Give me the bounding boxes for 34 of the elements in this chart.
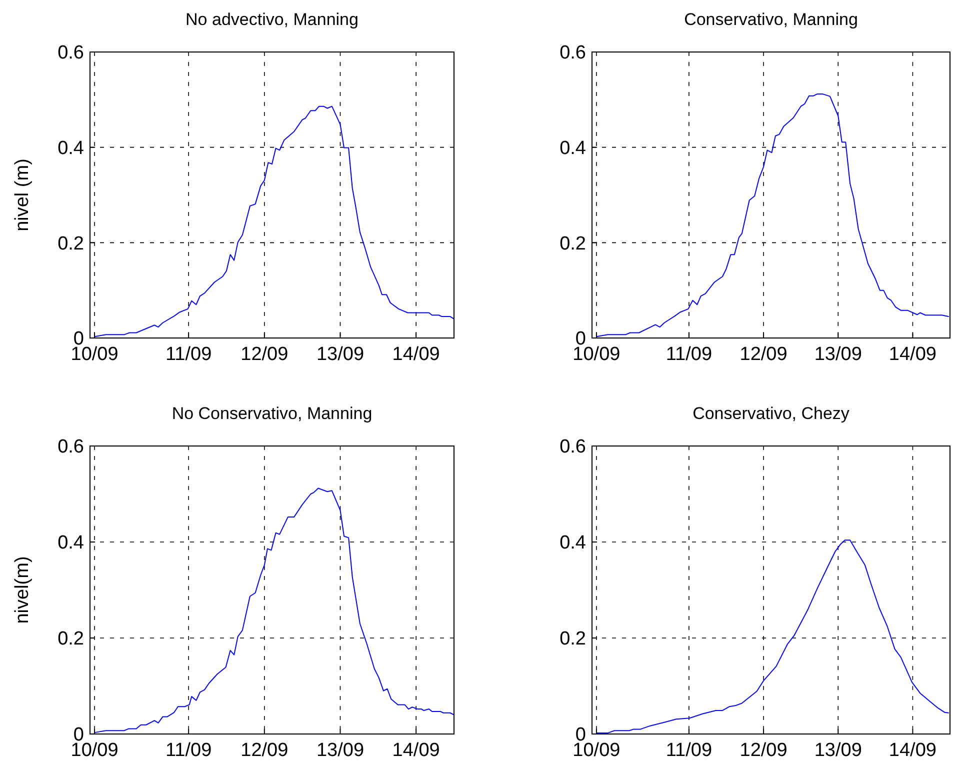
y-tick-label: 0.2 bbox=[560, 628, 586, 650]
y-tick-label: 0.6 bbox=[560, 436, 586, 458]
x-tick-label: 13/09 bbox=[814, 740, 862, 761]
x-tick-label: 13/09 bbox=[316, 344, 364, 365]
y-tick-label: 0.6 bbox=[58, 42, 84, 64]
x-tick-label: 13/09 bbox=[316, 740, 364, 761]
y-tick-label: 0.4 bbox=[58, 138, 84, 159]
x-tick-label: 11/09 bbox=[166, 344, 212, 365]
y-tick-label: 0.2 bbox=[560, 233, 586, 254]
y-axis-title: nivel (m) bbox=[12, 158, 33, 232]
y-tick-label: 0.6 bbox=[58, 436, 84, 458]
y-tick-label: 0.4 bbox=[560, 138, 586, 159]
x-tick-label: 14/09 bbox=[392, 740, 440, 761]
x-tick-label: 12/09 bbox=[240, 740, 288, 761]
x-tick-label: 11/09 bbox=[166, 740, 212, 761]
chart-title: No advectivo, Manning bbox=[186, 10, 358, 29]
x-tick-label: 11/09 bbox=[666, 344, 712, 365]
x-tick-label: 14/09 bbox=[392, 344, 440, 365]
y-tick-label: 0.4 bbox=[58, 532, 84, 554]
y-tick-label: 0.6 bbox=[560, 42, 586, 64]
chart-title: No Conservativo, Manning bbox=[172, 404, 372, 423]
y-tick-label: 0.2 bbox=[58, 628, 84, 650]
x-tick-label: 12/09 bbox=[740, 740, 788, 761]
chart-title: Conservativo, Manning bbox=[684, 10, 858, 29]
x-tick-label: 13/09 bbox=[814, 344, 862, 365]
x-tick-label: 14/09 bbox=[888, 740, 936, 761]
y-tick-label: 0.2 bbox=[58, 233, 84, 254]
x-tick-label: 12/09 bbox=[740, 344, 788, 365]
x-tick-label: 14/09 bbox=[888, 344, 936, 365]
x-tick-label: 11/09 bbox=[666, 740, 712, 761]
y-axis-title: nivel(m) bbox=[12, 556, 33, 624]
chart-title: Conservativo, Chezy bbox=[692, 404, 850, 423]
y-tick-label: 0.4 bbox=[560, 532, 586, 554]
x-tick-label: 12/09 bbox=[240, 344, 288, 365]
